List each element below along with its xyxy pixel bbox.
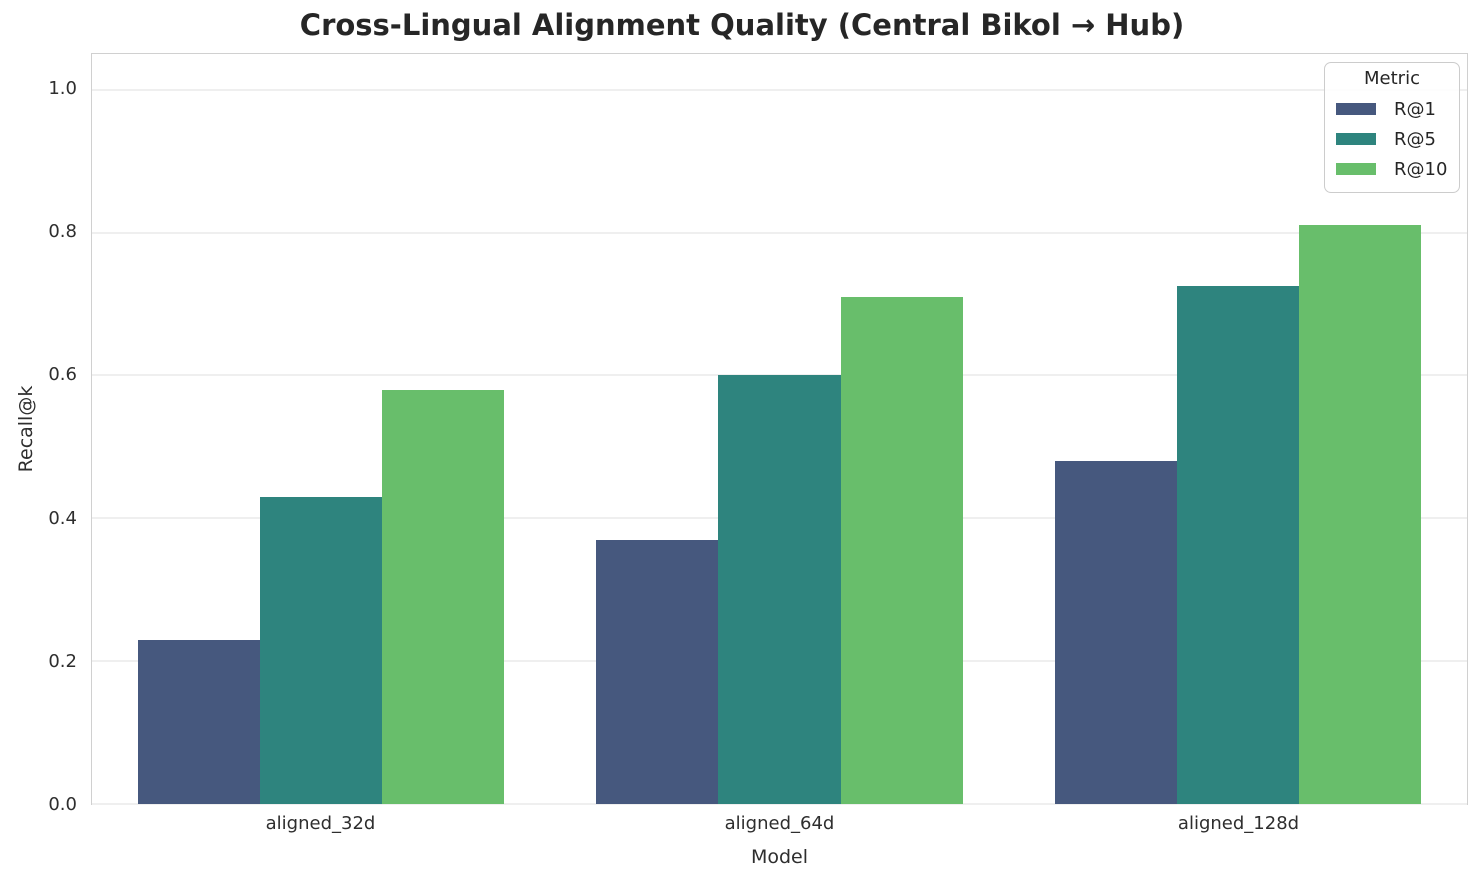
x-tick-label-aligned_32d: aligned_32d — [265, 813, 376, 834]
y-tick-label: 0.2 — [48, 650, 77, 672]
bar-aligned_64d-R@5 — [718, 375, 841, 804]
x-axis-label: Model — [750, 846, 809, 868]
legend-title: Metric — [1364, 68, 1420, 89]
legend-label: R@10 — [1394, 158, 1448, 180]
y-axis-label: Recall@k — [15, 385, 37, 473]
bar-aligned_32d-R@10 — [382, 389, 505, 804]
legend-swatch-icon — [1336, 103, 1376, 115]
y-tick-label: 0.8 — [48, 221, 77, 243]
gridline-0.8 — [92, 231, 1467, 234]
bar-aligned_64d-R@1 — [596, 539, 719, 804]
legend-swatch-icon — [1336, 163, 1376, 175]
y-axis-ticks: 0.0 0.2 0.4 0.6 0.8 1.0 — [0, 53, 77, 813]
x-tick-label-aligned_64d: aligned_64d — [724, 813, 835, 834]
x-axis-ticks: aligned_32d aligned_64d aligned_128d — [91, 813, 1468, 839]
bars-layer — [92, 54, 1467, 804]
legend-item-R@10: R@10 — [1336, 154, 1448, 184]
legend-label: R@5 — [1394, 128, 1436, 150]
legend-swatch-icon — [1336, 133, 1376, 145]
gridline-0 — [92, 803, 1467, 805]
legend: Metric R@1 R@5 R@10 — [1324, 62, 1460, 193]
y-tick-label: 0.0 — [48, 794, 77, 815]
bar-aligned_128d-R@5 — [1176, 286, 1299, 804]
bar-aligned_32d-R@5 — [260, 496, 383, 804]
bar-aligned_128d-R@1 — [1054, 461, 1177, 804]
legend-entries: R@1 R@5 R@10 — [1336, 94, 1448, 184]
bar-aligned_32d-R@1 — [137, 639, 261, 804]
y-tick-label: 0.6 — [48, 364, 77, 386]
legend-item-R@1: R@1 — [1336, 94, 1448, 124]
bar-aligned_128d-R@10 — [1298, 225, 1422, 804]
chart-title: Cross-Lingual Alignment Quality (Central… — [299, 8, 1185, 42]
plot-area: Metric R@1 R@5 R@10 — [91, 53, 1468, 805]
y-tick-label: 1.0 — [48, 77, 77, 99]
bar-aligned_64d-R@10 — [840, 296, 963, 804]
legend-label: R@1 — [1394, 98, 1436, 120]
legend-item-R@5: R@5 — [1336, 124, 1448, 154]
gridline-1 — [92, 88, 1467, 91]
x-tick-label-aligned_128d: aligned_128d — [1177, 813, 1300, 834]
y-tick-label: 0.4 — [48, 507, 77, 529]
